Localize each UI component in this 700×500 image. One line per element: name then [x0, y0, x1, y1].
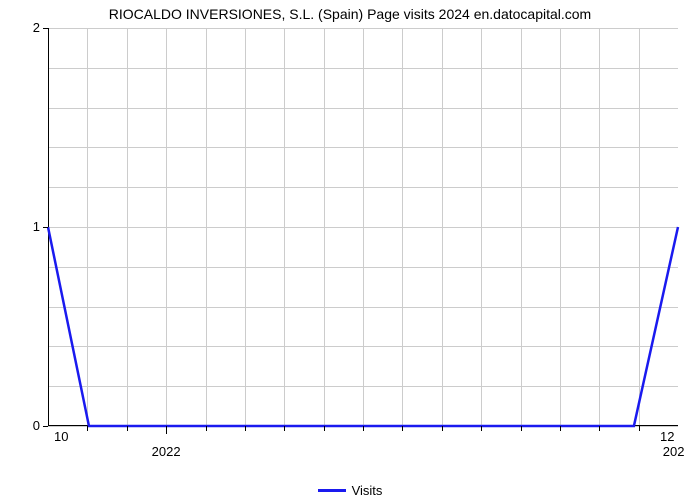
chart-legend: Visits: [0, 482, 700, 498]
y-tick-label: 2: [20, 20, 40, 35]
series-line: [48, 28, 678, 426]
visits-chart: RIOCALDO INVERSIONES, S.L. (Spain) Page …: [0, 0, 700, 500]
x-tick-label-right: 202: [663, 444, 685, 459]
x-tick-mark: [639, 426, 640, 431]
y-tick-label: 1: [20, 219, 40, 234]
legend-swatch: [318, 489, 346, 492]
x-tick-mark: [87, 426, 88, 431]
x-tick-mark-major: [166, 426, 167, 434]
x-tick-mark: [245, 426, 246, 431]
x-tick-mark: [442, 426, 443, 431]
plot-area: [48, 28, 678, 426]
x-sub-label-right: 12: [660, 429, 674, 444]
x-tick-mark: [127, 426, 128, 431]
x-tick-mark: [560, 426, 561, 431]
x-tick-mark: [599, 426, 600, 431]
x-tick-mark: [521, 426, 522, 431]
x-sub-label-left: 10: [54, 429, 68, 444]
x-tick-mark: [363, 426, 364, 431]
chart-title: RIOCALDO INVERSIONES, S.L. (Spain) Page …: [0, 6, 700, 22]
y-tick-mark: [43, 426, 48, 427]
x-tick-mark: [481, 426, 482, 431]
x-tick-label: 2022: [152, 444, 181, 459]
x-tick-mark: [324, 426, 325, 431]
x-tick-mark: [206, 426, 207, 431]
legend-label: Visits: [352, 483, 383, 498]
y-tick-label: 0: [20, 418, 40, 433]
y-tick-mark: [43, 28, 48, 29]
x-tick-mark: [284, 426, 285, 431]
y-tick-mark: [43, 227, 48, 228]
x-tick-mark: [402, 426, 403, 431]
